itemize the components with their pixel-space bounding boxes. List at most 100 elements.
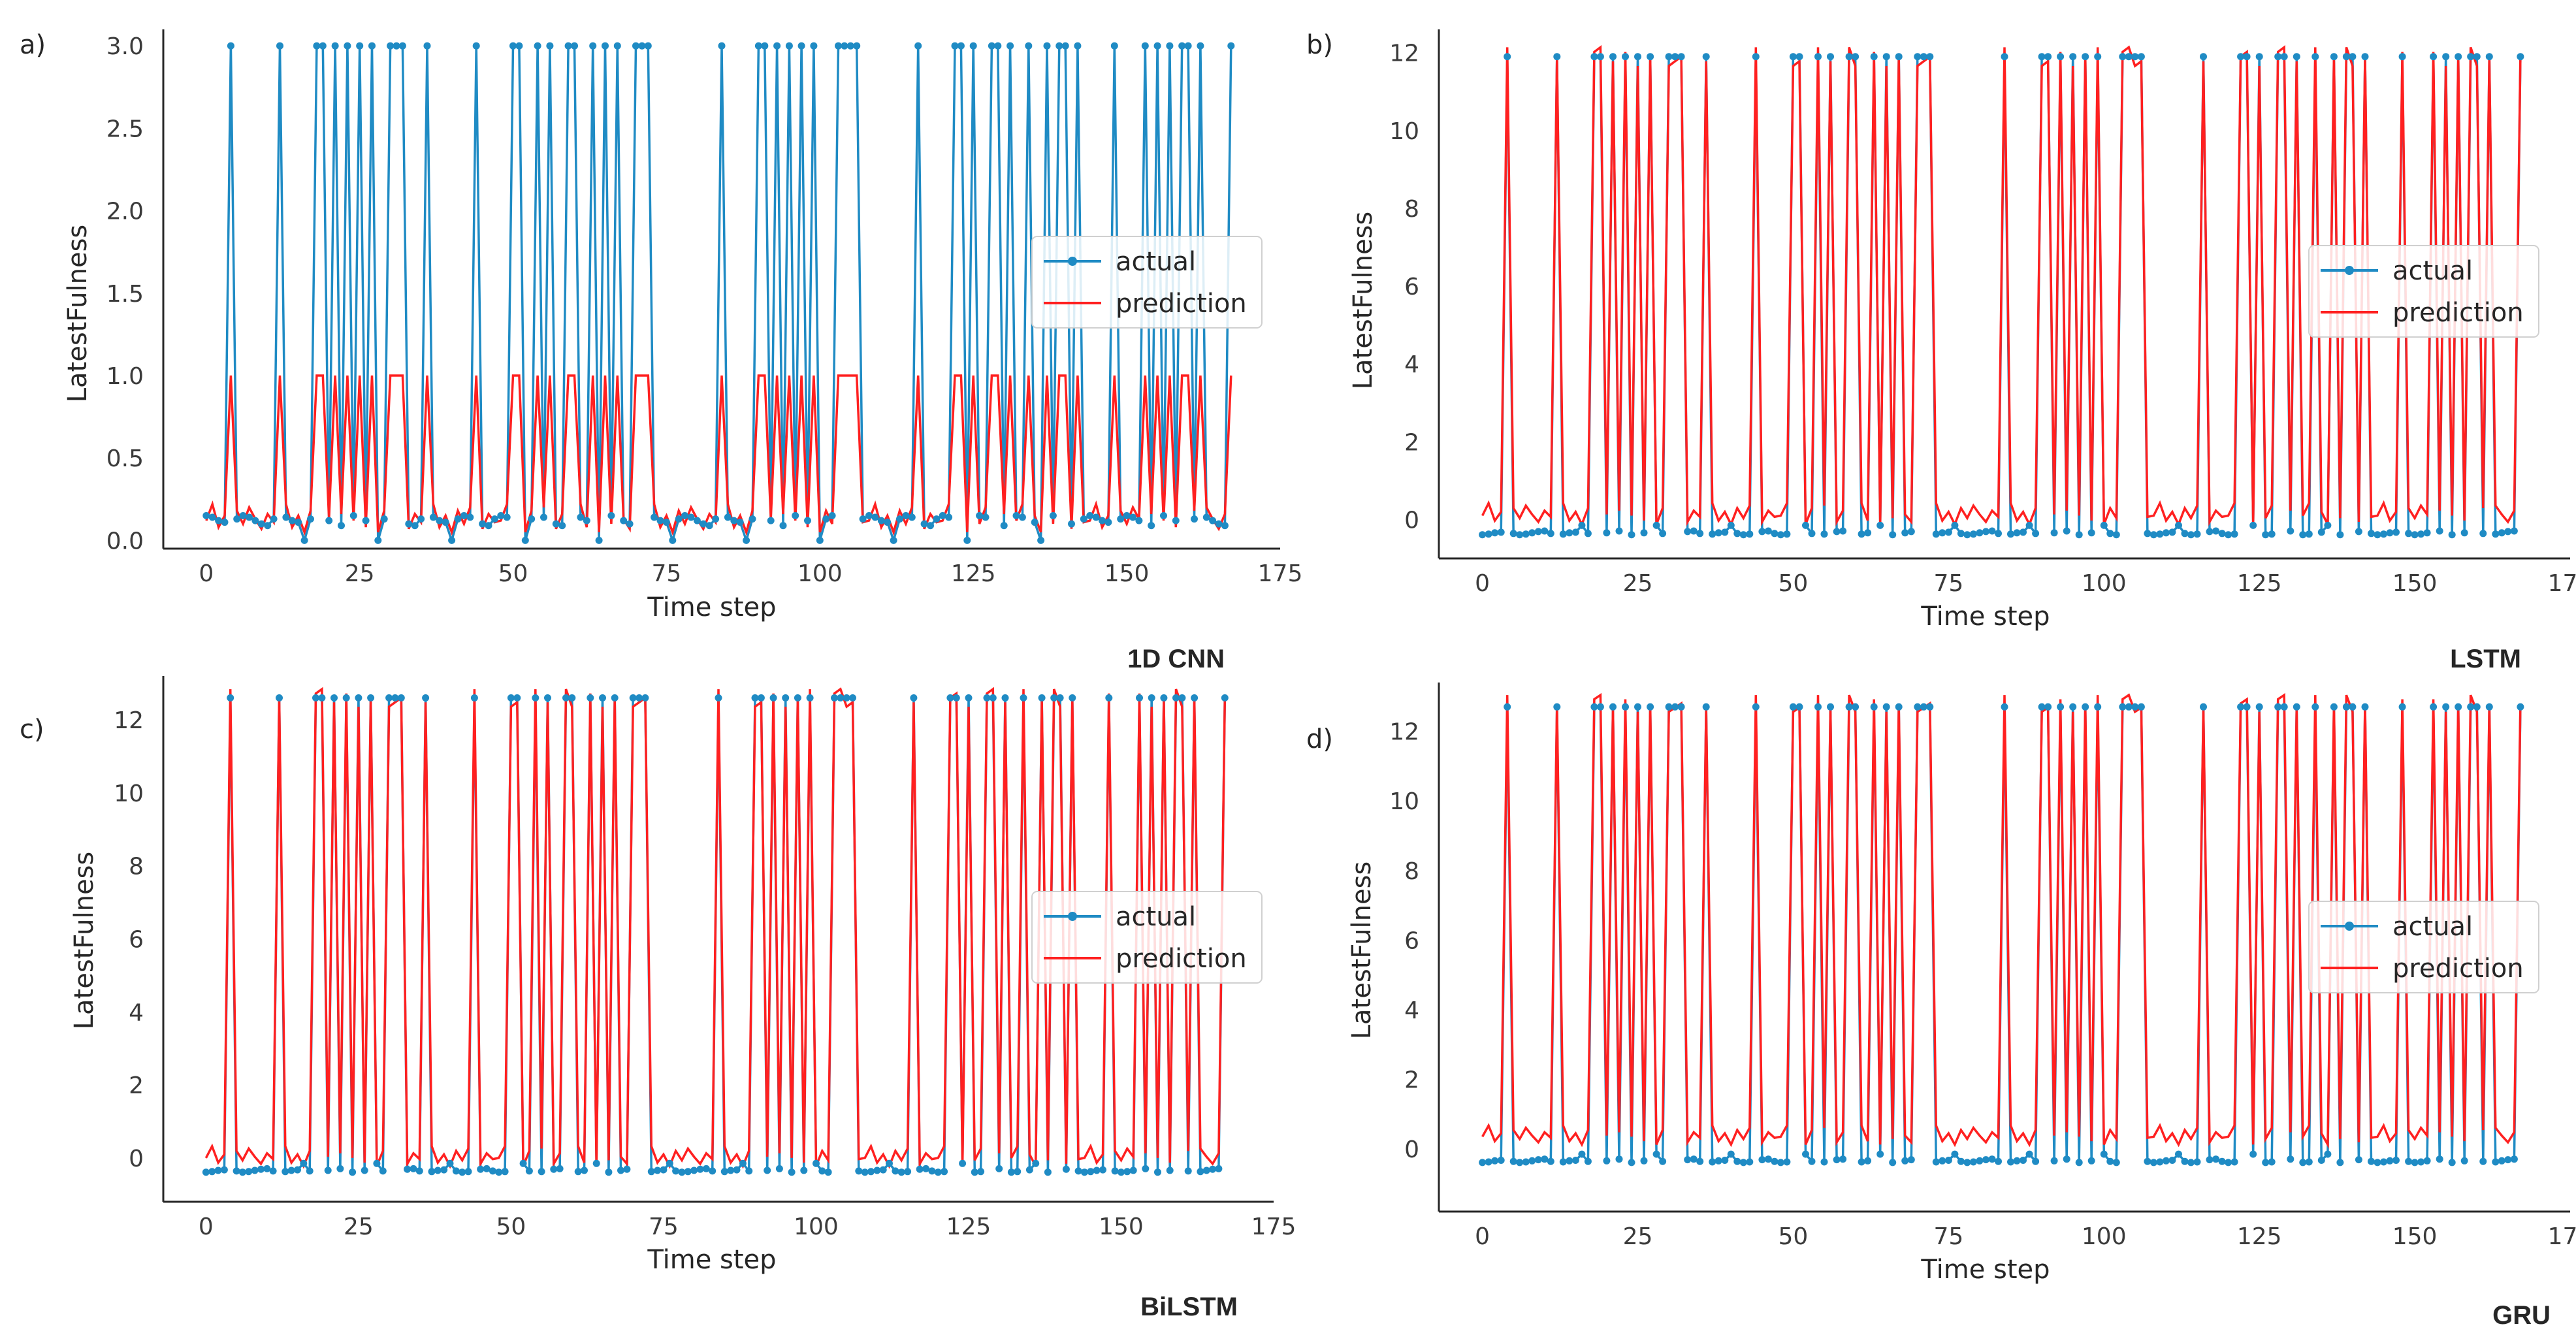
panel-c-actual-point [946, 694, 954, 701]
panel-c-actual-point [1123, 1168, 1131, 1176]
panel-d-actual-point [1963, 1159, 1971, 1166]
panel-a-actual-point [1221, 522, 1229, 530]
panel-b-xtick-label: 25 [1623, 570, 1653, 597]
panel-d-xtick-label: 100 [2082, 1223, 2127, 1250]
panel-d-actual-point [2168, 1157, 2176, 1164]
panel-d-actual-point [1976, 1157, 1984, 1165]
panel-a: a) LatestFulness Time step 1D CNN 0.0 0.5… [20, 29, 1302, 673]
panel-b-actual-point [2050, 529, 2058, 537]
panel-b-actual-point [2398, 53, 2406, 61]
panel-c-ytick-label: 10 [114, 780, 144, 807]
panel-a-xtick-label: 175 [1258, 560, 1303, 587]
panel-d-actual-point [2007, 1158, 2014, 1166]
panel-b-actual-point [2218, 530, 2226, 538]
panel-a-legend: actual prediction [1031, 236, 1263, 329]
panel-a-actual-point [1043, 42, 1051, 50]
panel-d-actual-point [2324, 1150, 2332, 1158]
panel-d-actual-point [2330, 703, 2338, 711]
panel-a-actual-point [1006, 42, 1014, 50]
panel-a-actual-point [227, 42, 234, 50]
panel-b-ylabel: LatestFulness [1348, 212, 1378, 390]
panel-a-actual-point [1215, 520, 1223, 528]
panel-d-actual-point [2044, 703, 2052, 711]
panel-b-letter: b) [1306, 30, 1333, 60]
panel-c-actual-point [1007, 1168, 1015, 1176]
panel-b-actual-point [1528, 529, 1536, 537]
panel-a-actual-point [797, 42, 805, 50]
panel-c-actual-point [556, 1165, 564, 1172]
panel-a-actual-point [736, 519, 744, 526]
panel-a-actual-point [749, 515, 756, 523]
panel-d-actual-point [2255, 703, 2263, 711]
panel-b-actual-point [2274, 53, 2282, 61]
panel-c-actual-point [361, 1166, 368, 1174]
panel-d-actual-point [1721, 1157, 1729, 1164]
panel-c-actual-point [1014, 1168, 1022, 1176]
panel-d-actual-point [2119, 703, 2127, 711]
panel-d-actual-point [1615, 1155, 1623, 1163]
panel-a-actual-point [1055, 42, 1063, 50]
panel-c-ytick-label: 12 [114, 707, 144, 734]
panel-a-actual-point [884, 519, 892, 526]
panel-c-actual-point [202, 1168, 210, 1176]
panel-c-actual-point [764, 1166, 771, 1174]
panel-d-actual-point [1534, 1156, 1542, 1164]
panel-a-legend-actual-marker [1068, 257, 1077, 266]
panel-c-actual-point [214, 1166, 222, 1174]
panel-b-xtick-label: 75 [1933, 570, 1963, 597]
panel-b-actual-point [2230, 530, 2238, 538]
panel-d-actual-point [1652, 1150, 1660, 1158]
panel-b-actual-point [1746, 530, 1754, 538]
panel-c-ylabel: LatestFulness [69, 852, 99, 1030]
panel-c-actual-point [892, 1167, 899, 1175]
panel-d-actual-point [1634, 703, 1641, 711]
panel-d-actual-point [2125, 703, 2133, 711]
panel-d-actual-point [2149, 1159, 2157, 1166]
panel-c-actual-point [879, 1166, 887, 1174]
panel-b-actual-point [2025, 521, 2033, 529]
panel-b-prediction-line [1481, 44, 2522, 528]
panel-d-actual-point [1566, 1157, 1573, 1165]
panel-c-actual-point [495, 1168, 503, 1176]
panel-d-actual-point [1659, 1157, 1667, 1165]
panel-b-actual-point [1696, 530, 1704, 538]
panel-c-actual-point [849, 694, 856, 701]
panel-b-xtick-label: 150 [2392, 570, 2438, 597]
panel-c-actual-point [452, 1167, 460, 1175]
panel-b-actual-point [2492, 530, 2500, 538]
panel-c-xtick-label: 25 [344, 1214, 374, 1240]
panel-d-actual-point [2156, 1158, 2164, 1166]
panel-b-plot [1479, 44, 2524, 539]
panel-a-actual-point [785, 42, 793, 50]
panel-b-actual-point [1858, 530, 1865, 538]
panel-a-ytick-label: 2.5 [106, 116, 144, 142]
panel-a-actual-point [1012, 512, 1020, 519]
panel-c-actual-point [568, 694, 576, 701]
panel-d-actual-point [1914, 703, 1922, 711]
panel-c-ytick-label: 8 [129, 854, 144, 880]
panel-d-actual-point [2069, 703, 2077, 711]
panel-c-letter: c) [20, 715, 44, 745]
panel-d-actual-point [1839, 1155, 1847, 1163]
panel-a-actual-point [877, 517, 885, 524]
panel-a-actual-point [828, 512, 836, 519]
panel-a-actual-point [1197, 42, 1204, 50]
panel-d-actual-point [2249, 1150, 2257, 1158]
panel-a-xtick-label: 75 [652, 560, 682, 587]
panel-d-actual-point [2144, 1157, 2151, 1165]
panel-b-actual-point [1497, 528, 1505, 536]
panel-c-actual-point [1025, 1166, 1033, 1174]
panel-a-actual-point [411, 522, 419, 530]
panel-c-actual-point [782, 694, 790, 701]
panel-c-actual-point [349, 1168, 357, 1176]
panel-c-actual-point [544, 694, 551, 701]
panel-d-actual-point [2137, 703, 2145, 711]
panel-d-actual-point [2082, 703, 2089, 711]
panel-d-actual-point [1547, 1157, 1554, 1165]
panel-c-actual-point [837, 694, 845, 701]
panel-b-actual-point [1628, 531, 1635, 539]
panel-c-actual-point [208, 1168, 216, 1176]
panel-b-actual-point [1553, 53, 1561, 61]
panel-b-actual-point [2144, 530, 2151, 538]
